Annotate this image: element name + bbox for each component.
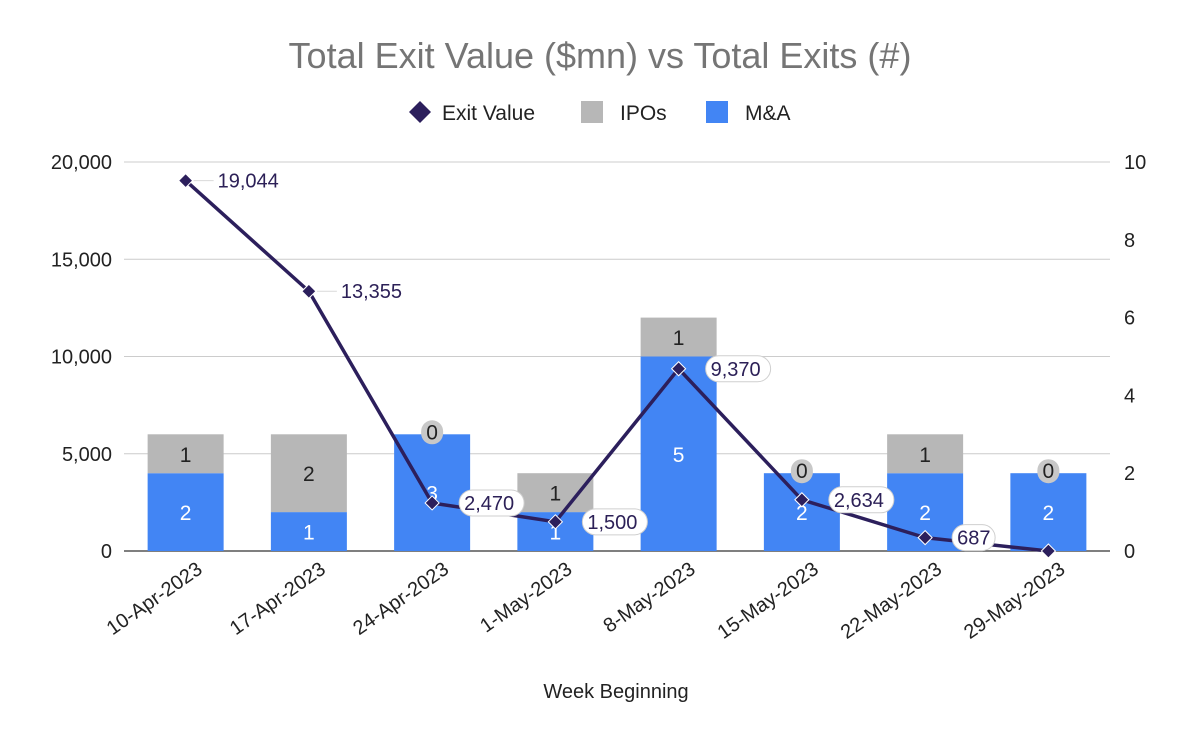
bar-label-bg-ipos [1037, 459, 1060, 484]
data-label-exit-value: 9,370 [711, 359, 761, 381]
bar-label-ipos: 1 [550, 483, 562, 506]
bar-label-ipos: 1 [180, 444, 192, 467]
right-tick-label: 0 [1124, 541, 1135, 563]
bar-label-ipos: 0 [796, 460, 808, 483]
x-tick-label: 17-Apr-2023 [226, 558, 330, 640]
exit-value-polyline [184, 179, 1049, 553]
x-tick-label: 10-Apr-2023 [103, 558, 207, 640]
exit-value-marker [177, 172, 194, 189]
right-tick-label: 2 [1124, 463, 1135, 485]
data-label-exit-value: 2,470 [464, 493, 514, 515]
bar-ipos [270, 434, 347, 513]
data-label-exit-value: 1,500 [587, 512, 637, 534]
bars: 2 1 1 2 3 0 1 1 5 1 2 0 2 1 2 0 [147, 317, 1087, 551]
bar-ma [394, 434, 471, 551]
x-tick-label: 8-May-2023 [599, 558, 699, 637]
legend-marker-exit-value [409, 101, 431, 123]
left-tick-label: 15,000 [51, 249, 112, 271]
data-label-bg [705, 355, 772, 383]
data-label-bg [458, 489, 525, 517]
exit-value-marker [301, 283, 317, 299]
bar-label-ma: 2 [1043, 502, 1055, 525]
data-label-exit-value: 2,634 [834, 490, 884, 512]
exit-value-marker [794, 492, 810, 508]
x-tick-label: 24-Apr-2023 [349, 558, 453, 640]
left-axis-ticks: 0 5,000 10,000 15,000 20,000 [51, 152, 112, 563]
data-label-bg [581, 508, 648, 536]
exit-value-marker [424, 495, 440, 511]
data-label-exit-value: 13,355 [341, 281, 402, 303]
bar-label-ma: 3 [426, 483, 438, 506]
bar-ma [640, 356, 717, 551]
legend-label-ma: M&A [745, 102, 791, 125]
bar-label-bg-ipos [421, 420, 444, 445]
bar-ma [147, 473, 224, 551]
bar-ipos [640, 317, 717, 357]
x-tick-label: 15-May-2023 [714, 558, 823, 644]
x-axis-label: Week Beginning [543, 681, 688, 703]
bar-label-ma: 5 [673, 444, 685, 467]
exit-value-marker [670, 361, 687, 377]
bar-ipos [887, 434, 964, 474]
data-label-bg [828, 486, 895, 514]
data-label-exit-value: 19,044 [218, 171, 279, 193]
data-label-exit-value: 687 [957, 528, 990, 550]
exit-value-marker [1040, 543, 1057, 559]
bar-label-ipos: 1 [673, 327, 685, 350]
x-tick-label: 1-May-2023 [476, 558, 576, 637]
bar-label-ipos: 0 [426, 421, 438, 444]
left-tick-label: 0 [101, 541, 112, 563]
data-label-bg [951, 524, 996, 552]
legend-label-exit-value: Exit Value [442, 102, 535, 125]
legend: Exit Value IPOs M&A [409, 101, 791, 125]
right-tick-label: 4 [1124, 385, 1135, 407]
exit-value-marker [917, 529, 933, 546]
x-tick-label: 29-May-2023 [960, 558, 1069, 644]
legend-swatch-ipos [581, 101, 603, 123]
bar-label-ipos: 1 [919, 444, 931, 467]
bar-label-ma: 2 [919, 502, 931, 525]
left-tick-label: 20,000 [51, 152, 112, 174]
legend-swatch-ma [706, 101, 728, 123]
bar-label-ipos: 2 [303, 463, 315, 486]
bar-ma [270, 512, 347, 551]
bar-ma [1010, 473, 1087, 551]
bar-ipos [147, 434, 224, 474]
exit-value-line: 19,044 13,355 2,470 1,500 9,370 2,634 687 [177, 171, 1057, 559]
chart-title: Total Exit Value ($mn) vs Total Exits (#… [289, 35, 912, 76]
left-tick-label: 5,000 [62, 444, 112, 466]
legend-label-ipos: IPOs [620, 102, 667, 125]
bar-label-ma: 1 [550, 522, 562, 545]
right-tick-label: 8 [1124, 230, 1135, 252]
right-tick-label: 10 [1124, 152, 1146, 174]
bar-label-bg-ipos [790, 459, 813, 484]
left-tick-label: 10,000 [51, 347, 112, 369]
x-tick-label: 22-May-2023 [837, 558, 946, 644]
exit-value-marker [547, 514, 564, 530]
bar-label-ma: 2 [796, 502, 808, 525]
bar-label-ipos: 0 [1043, 460, 1055, 483]
right-axis-ticks: 0 2 4 6 8 10 [1124, 152, 1146, 563]
bar-label-ma: 1 [303, 522, 315, 545]
bar-ma [763, 473, 840, 551]
x-axis-ticks: 10-Apr-2023 17-Apr-2023 24-Apr-2023 1-May-2… [103, 558, 1069, 644]
bar-label-ma: 2 [180, 502, 192, 525]
right-tick-label: 6 [1124, 308, 1135, 330]
